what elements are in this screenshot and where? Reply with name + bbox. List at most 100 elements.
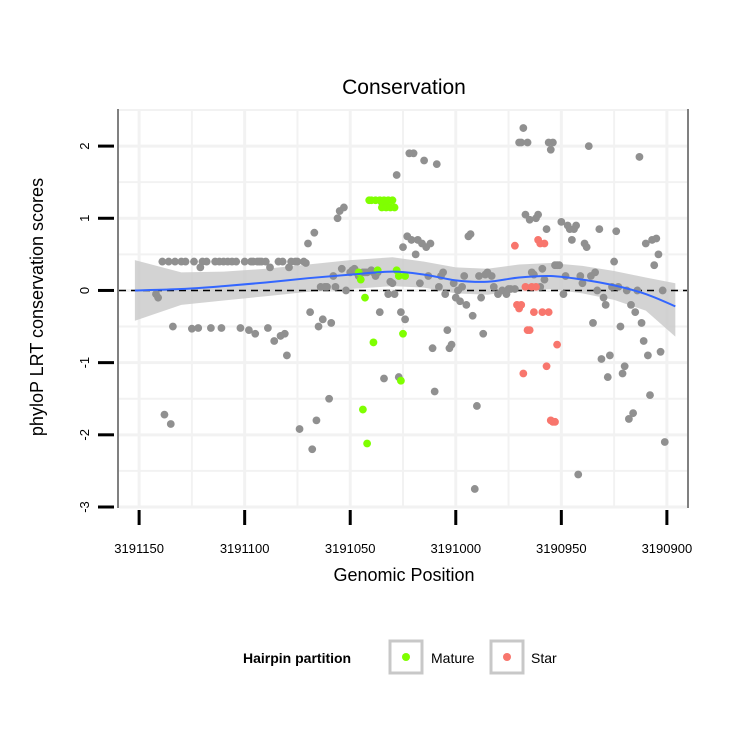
data-point-other bbox=[375, 308, 384, 317]
data-point-other bbox=[510, 285, 519, 293]
data-point-other bbox=[458, 282, 467, 291]
data-point-other bbox=[428, 344, 437, 353]
data-point-other bbox=[301, 259, 310, 267]
data-point-other bbox=[384, 290, 393, 298]
data-point-star bbox=[553, 340, 562, 349]
data-point-mature bbox=[388, 196, 397, 205]
data-point-other bbox=[420, 156, 429, 165]
data-point-other bbox=[331, 282, 340, 291]
data-point-star bbox=[519, 369, 528, 378]
data-point-other bbox=[489, 282, 498, 291]
data-point-mature bbox=[361, 293, 369, 302]
data-point-other bbox=[591, 268, 600, 277]
data-point-other bbox=[443, 326, 452, 335]
data-point-other bbox=[439, 268, 448, 277]
data-point-other bbox=[158, 257, 167, 266]
data-point-other bbox=[333, 214, 342, 223]
data-point-other bbox=[646, 391, 654, 400]
data-point-other bbox=[578, 279, 587, 288]
data-point-other bbox=[154, 293, 163, 302]
data-point-other bbox=[470, 485, 479, 493]
data-point-other bbox=[441, 290, 450, 298]
data-point-other bbox=[430, 387, 439, 396]
data-point-other bbox=[523, 138, 532, 147]
data-point-mature bbox=[369, 338, 378, 347]
data-point-other bbox=[639, 337, 648, 345]
legend-label-star: Star bbox=[531, 650, 557, 666]
data-point-other bbox=[567, 236, 576, 244]
data-point-other bbox=[194, 324, 203, 332]
data-point-other bbox=[641, 239, 650, 248]
data-point-other bbox=[548, 138, 557, 147]
data-point-other bbox=[263, 324, 272, 332]
x-tick-label: 3191100 bbox=[220, 541, 270, 556]
data-point-other bbox=[629, 409, 638, 418]
data-point-star bbox=[551, 417, 559, 426]
y-tick-label: -3 bbox=[77, 501, 92, 513]
data-point-other bbox=[415, 279, 424, 288]
data-point-other bbox=[603, 373, 612, 381]
data-point-other bbox=[538, 264, 547, 273]
data-point-star bbox=[538, 308, 547, 317]
data-point-other bbox=[261, 257, 270, 266]
legend-label-mature: Mature bbox=[431, 650, 475, 666]
data-point-mature bbox=[363, 439, 372, 448]
data-point-other bbox=[462, 300, 471, 309]
y-tick-label: 2 bbox=[77, 142, 92, 149]
data-point-other bbox=[582, 243, 591, 252]
data-point-other bbox=[487, 272, 496, 280]
y-axis: 2 1 0 -1 -2 -3 bbox=[77, 142, 114, 513]
data-point-other bbox=[401, 315, 410, 324]
data-point-other bbox=[612, 227, 621, 236]
chart-title: Conservation bbox=[342, 76, 466, 99]
data-point-mature bbox=[394, 272, 403, 280]
data-point-other bbox=[627, 300, 635, 309]
data-point-other bbox=[327, 319, 336, 327]
data-point-other bbox=[282, 351, 291, 360]
data-point-other bbox=[280, 329, 289, 338]
data-point-other bbox=[251, 329, 260, 338]
data-point-other bbox=[460, 272, 469, 280]
data-point-other bbox=[605, 351, 614, 360]
data-point-star bbox=[544, 308, 553, 317]
data-point-other bbox=[637, 319, 646, 327]
data-point-other bbox=[217, 324, 226, 332]
data-point-other bbox=[181, 257, 190, 266]
data-point-other bbox=[270, 337, 279, 345]
y-tick-label: 0 bbox=[77, 287, 92, 294]
data-point-other bbox=[407, 236, 416, 244]
legend-title: Hairpin partition bbox=[243, 650, 351, 666]
data-point-other bbox=[206, 324, 215, 332]
data-point-other bbox=[342, 286, 350, 295]
data-point-other bbox=[164, 257, 173, 266]
data-point-other bbox=[202, 257, 211, 266]
data-point-other bbox=[240, 257, 249, 266]
x-axis: 3191150 3191100 3191050 3191000 3190950 31909… bbox=[114, 510, 692, 556]
data-point-other bbox=[339, 203, 348, 212]
data-point-other bbox=[559, 290, 568, 298]
y-tick-label: 1 bbox=[77, 215, 92, 222]
confidence-band bbox=[134, 257, 676, 337]
data-point-other bbox=[325, 394, 334, 403]
data-point-star bbox=[532, 282, 540, 291]
y-tick-label: -2 bbox=[77, 429, 92, 441]
data-point-other bbox=[475, 272, 483, 280]
data-point-mature bbox=[396, 376, 405, 385]
data-point-other bbox=[160, 410, 169, 419]
data-point-other bbox=[593, 286, 602, 295]
data-point-other bbox=[409, 149, 418, 158]
legend: Hairpin partition Mature Star bbox=[243, 639, 557, 675]
data-point-other bbox=[468, 311, 477, 320]
x-axis-label: Genomic Position bbox=[333, 565, 474, 585]
data-point-other bbox=[599, 293, 608, 302]
data-point-other bbox=[658, 286, 667, 295]
data-point-other bbox=[624, 415, 633, 423]
series-star bbox=[510, 236, 562, 426]
data-point-other bbox=[610, 257, 619, 266]
data-point-other bbox=[323, 282, 331, 291]
data-point-other bbox=[266, 263, 274, 272]
data-point-other bbox=[187, 324, 196, 333]
data-point-other bbox=[534, 210, 543, 219]
y-tick-label: -1 bbox=[77, 357, 92, 369]
data-point-other bbox=[434, 282, 443, 291]
